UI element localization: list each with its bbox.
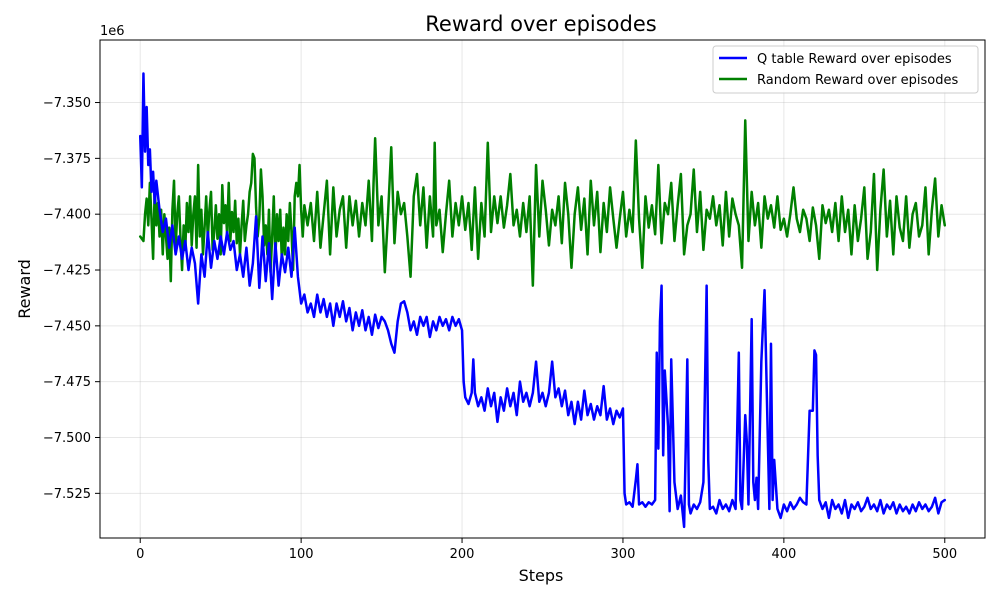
legend-frame	[712, 45, 979, 94]
y-tick-label: −7.525	[43, 487, 91, 502]
legend-label-random: Random Reward over episodes	[757, 73, 958, 88]
x-axis-label: Steps	[519, 566, 564, 585]
x-tick-label: 500	[932, 547, 957, 562]
plot-frame	[99, 39, 986, 539]
x-tick-label: 200	[450, 547, 475, 562]
grid-lines	[100, 40, 985, 538]
y-tick-label: −7.425	[43, 264, 91, 279]
chart-title: Reward over episodes	[425, 12, 656, 36]
series-line-q-table	[138, 72, 947, 529]
x-tick-label: 100	[289, 547, 314, 562]
y-tick-label: −7.450	[43, 319, 91, 334]
y-offset-label: 1e6	[100, 24, 125, 39]
series-line-random	[138, 119, 947, 287]
y-tick-label: −7.350	[43, 96, 91, 111]
series-lines	[138, 72, 947, 529]
x-tick-label: 400	[771, 547, 796, 562]
x-tick-label: 0	[136, 547, 144, 562]
y-tick-label: −7.375	[43, 152, 91, 167]
y-axis: −7.350 −7.375 −7.400 −7.425 −7.450 −7.475 −7.5…	[43, 96, 100, 502]
legend-label-q-table: Q table Reward over episodes	[757, 52, 952, 67]
y-tick-label: −7.475	[43, 375, 91, 390]
x-tick-label: 300	[611, 547, 636, 562]
y-tick-label: −7.400	[43, 208, 91, 223]
y-tick-label: −7.500	[43, 431, 91, 446]
legend: Q table Reward over episodes Random Rewa…	[712, 45, 979, 94]
y-axis-label: Reward	[15, 259, 34, 319]
x-axis: 0 100 200 300 400 500	[136, 538, 957, 562]
